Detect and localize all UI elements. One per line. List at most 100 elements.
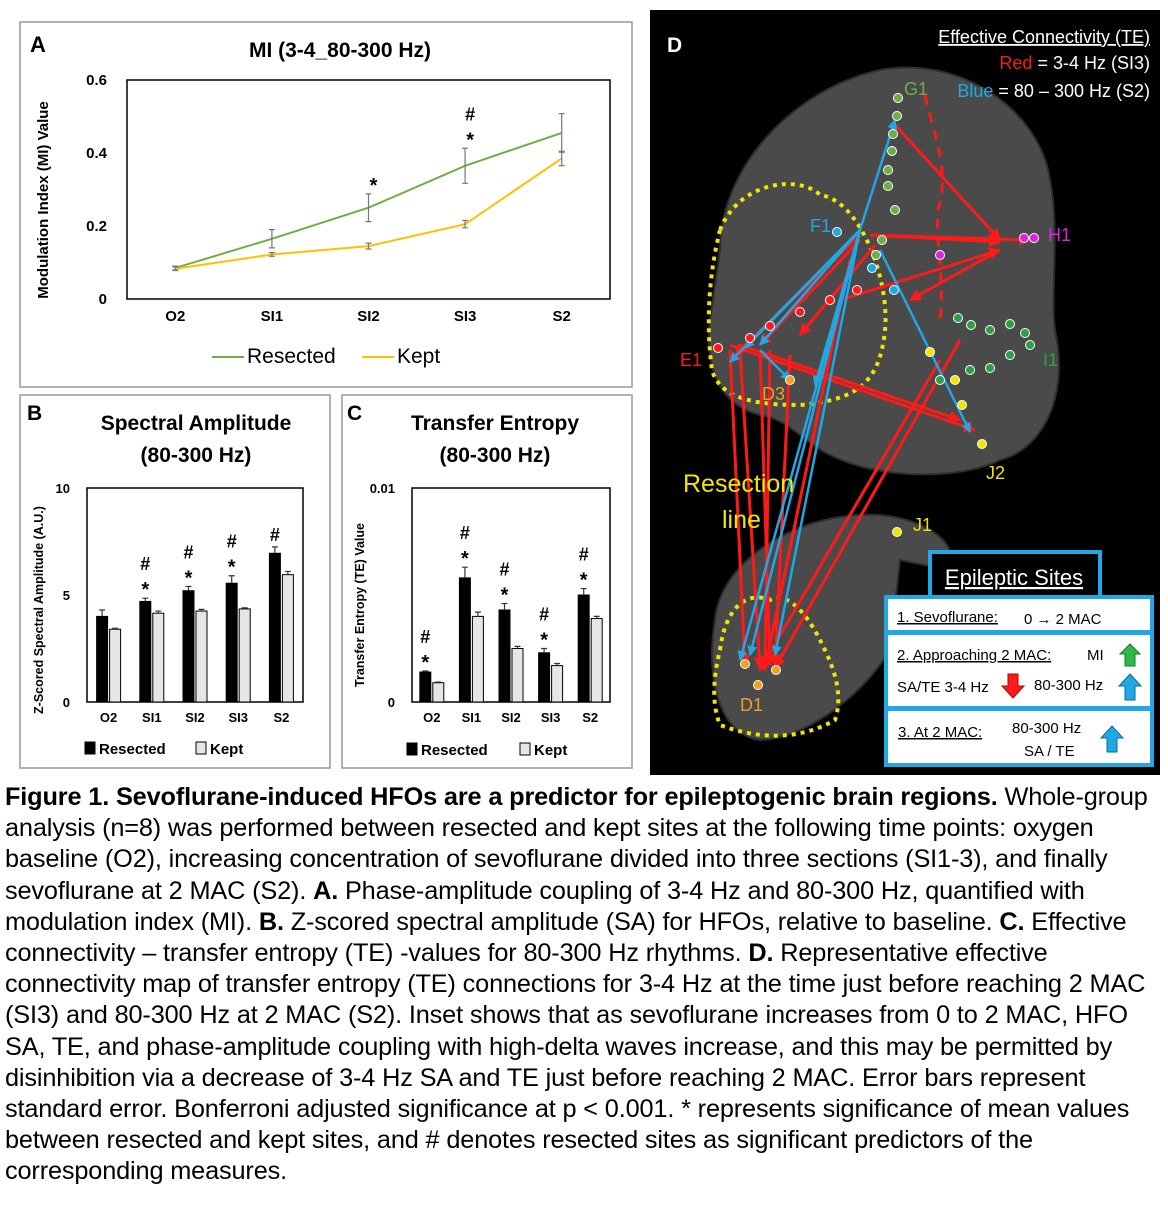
legend-label-kept: Kept	[210, 741, 243, 758]
electrode-dot	[785, 375, 795, 385]
inset-row1-label: 1. Sevoflurane:	[897, 609, 998, 626]
bar-kept	[590, 618, 603, 703]
y-tick-label: 0.2	[86, 218, 107, 235]
caption-text-c: Effective connectivity – transfer entrop…	[5, 907, 1127, 968]
epileptic-sites-inset: Epileptic Sites 1. Sevoflurane: 0 → 2 MA…	[884, 550, 1154, 767]
electrode-dot	[753, 680, 763, 690]
error-bar	[462, 147, 469, 184]
blue-connection-arrow	[744, 229, 861, 349]
electrode-dot	[883, 181, 893, 191]
electrode-dot	[825, 295, 835, 305]
error-bar	[268, 229, 275, 249]
electrode-dot	[893, 93, 903, 103]
y-axis-label: Transfer Entropy (TE) Value	[353, 523, 367, 687]
electrode-dot	[1005, 319, 1015, 329]
y-tick-label: 0.6	[86, 72, 107, 89]
error-bar	[593, 615, 600, 619]
chart-title-line1: Transfer Entropy	[411, 412, 579, 435]
electrode-dot	[887, 146, 897, 156]
error-bar	[155, 610, 162, 614]
electrode-dot	[957, 400, 967, 410]
significance-star: *	[185, 567, 193, 589]
legend-blue-text: = 80 – 300 Hz (S2)	[993, 81, 1150, 101]
significance-star: *	[228, 557, 236, 579]
legend-label-resected: Resected	[99, 741, 166, 758]
plot-area	[411, 487, 611, 703]
legend-title: Effective Connectivity (TE)	[938, 27, 1150, 47]
up-arrow-blue-icon	[1099, 725, 1125, 753]
caption-label-d: D.	[748, 939, 774, 968]
caption-label-b: B.	[258, 907, 284, 936]
electrode-dot	[977, 439, 987, 449]
inset-row2-mi: MI	[1087, 647, 1104, 664]
x-tick-label: SI2	[357, 308, 380, 325]
error-bar	[365, 242, 372, 250]
electrode-dot	[892, 527, 902, 537]
significance-star: *	[501, 585, 509, 607]
electrode-dot	[877, 235, 887, 245]
chart-title: MI (3-4_80-300 Hz)	[249, 39, 431, 62]
caption-label-c: C.	[999, 907, 1025, 936]
label-d3: D3	[762, 384, 785, 404]
up-arrow-green-icon	[1118, 643, 1142, 667]
bar-kept	[109, 628, 122, 703]
electrode-dot	[953, 313, 963, 323]
electrode-dot	[867, 263, 877, 273]
red-connection-arrow	[798, 244, 877, 336]
blue-connection-arrow	[771, 229, 862, 656]
electrode-dot	[890, 205, 900, 215]
electrode-dot	[852, 285, 862, 295]
y-axis-label: Modulation Index (MI) Value	[35, 101, 52, 299]
x-tick-label: SI2	[185, 710, 205, 725]
electrode-dot	[965, 365, 975, 375]
electrode-dot	[935, 250, 945, 260]
blue-connection-arrow	[759, 349, 791, 381]
bar-kept	[511, 648, 524, 703]
figure: A MI (3-4_80-300 Hz) Modulation Index (M…	[19, 10, 1160, 775]
x-tick-label: S2	[273, 710, 289, 725]
error-bar	[514, 645, 521, 649]
legend-label-kept: Kept	[397, 345, 440, 368]
electrode-dot	[985, 363, 995, 373]
y-tick-label: 10	[56, 481, 70, 496]
caption-text-a: Phase-amplitude coupling of 3-4 Hz and 8…	[5, 876, 1085, 936]
red-connection-arrow	[908, 248, 1001, 302]
significance-hash: #	[420, 627, 430, 647]
legend-label-resected: Resected	[421, 742, 488, 759]
inset-row3-value2: SA / TE	[1024, 743, 1075, 760]
error-bar	[185, 585, 192, 591]
legend-swatch-kept	[195, 741, 207, 755]
connectivity-arrows	[728, 119, 1032, 672]
error-bar	[172, 266, 179, 272]
electrode-dot	[1020, 328, 1030, 338]
bar-resected	[577, 594, 590, 703]
bar-resected	[225, 582, 238, 703]
legend-label-resected: Resected	[247, 345, 336, 368]
site-labels: G1 F1 H1 E1 I1 D3 J2 J1 D1 Resection lin…	[680, 79, 1071, 715]
error-bar	[541, 647, 548, 653]
caption-text-b: Z-scored spectral amplitude (SA) for HFO…	[283, 907, 1000, 936]
blue-connection-arrow	[878, 249, 972, 433]
bar-resected	[538, 652, 551, 703]
label-h1: H1	[1048, 225, 1071, 245]
electrode-dot	[935, 375, 945, 385]
label-j1: J1	[913, 515, 932, 535]
resection-outline-upper	[706, 182, 888, 408]
bar-resected	[182, 590, 195, 703]
error-bar	[435, 681, 442, 683]
chart-title-line1: Spectral Amplitude	[101, 412, 292, 435]
significance-star: *	[370, 175, 378, 197]
plot-area	[126, 79, 611, 300]
label-i1: I1	[1043, 350, 1058, 370]
red-connection-arrow	[758, 359, 942, 672]
inset-row2-label: 2. Approaching 2 MAC:	[897, 647, 1051, 664]
x-tick-label: SI1	[142, 710, 162, 725]
label-j2: J2	[986, 463, 1005, 483]
caption-title: Figure 1. Sevoflurane-induced HFOs are a…	[5, 783, 998, 811]
error-bar	[580, 587, 587, 595]
electrode-dot	[765, 321, 775, 331]
error-bar	[462, 219, 469, 229]
x-tick-label: SI3	[541, 710, 561, 725]
legend-red: Red = 3-4 Hz (SI3)	[999, 53, 1150, 73]
bar-resected	[139, 600, 152, 703]
